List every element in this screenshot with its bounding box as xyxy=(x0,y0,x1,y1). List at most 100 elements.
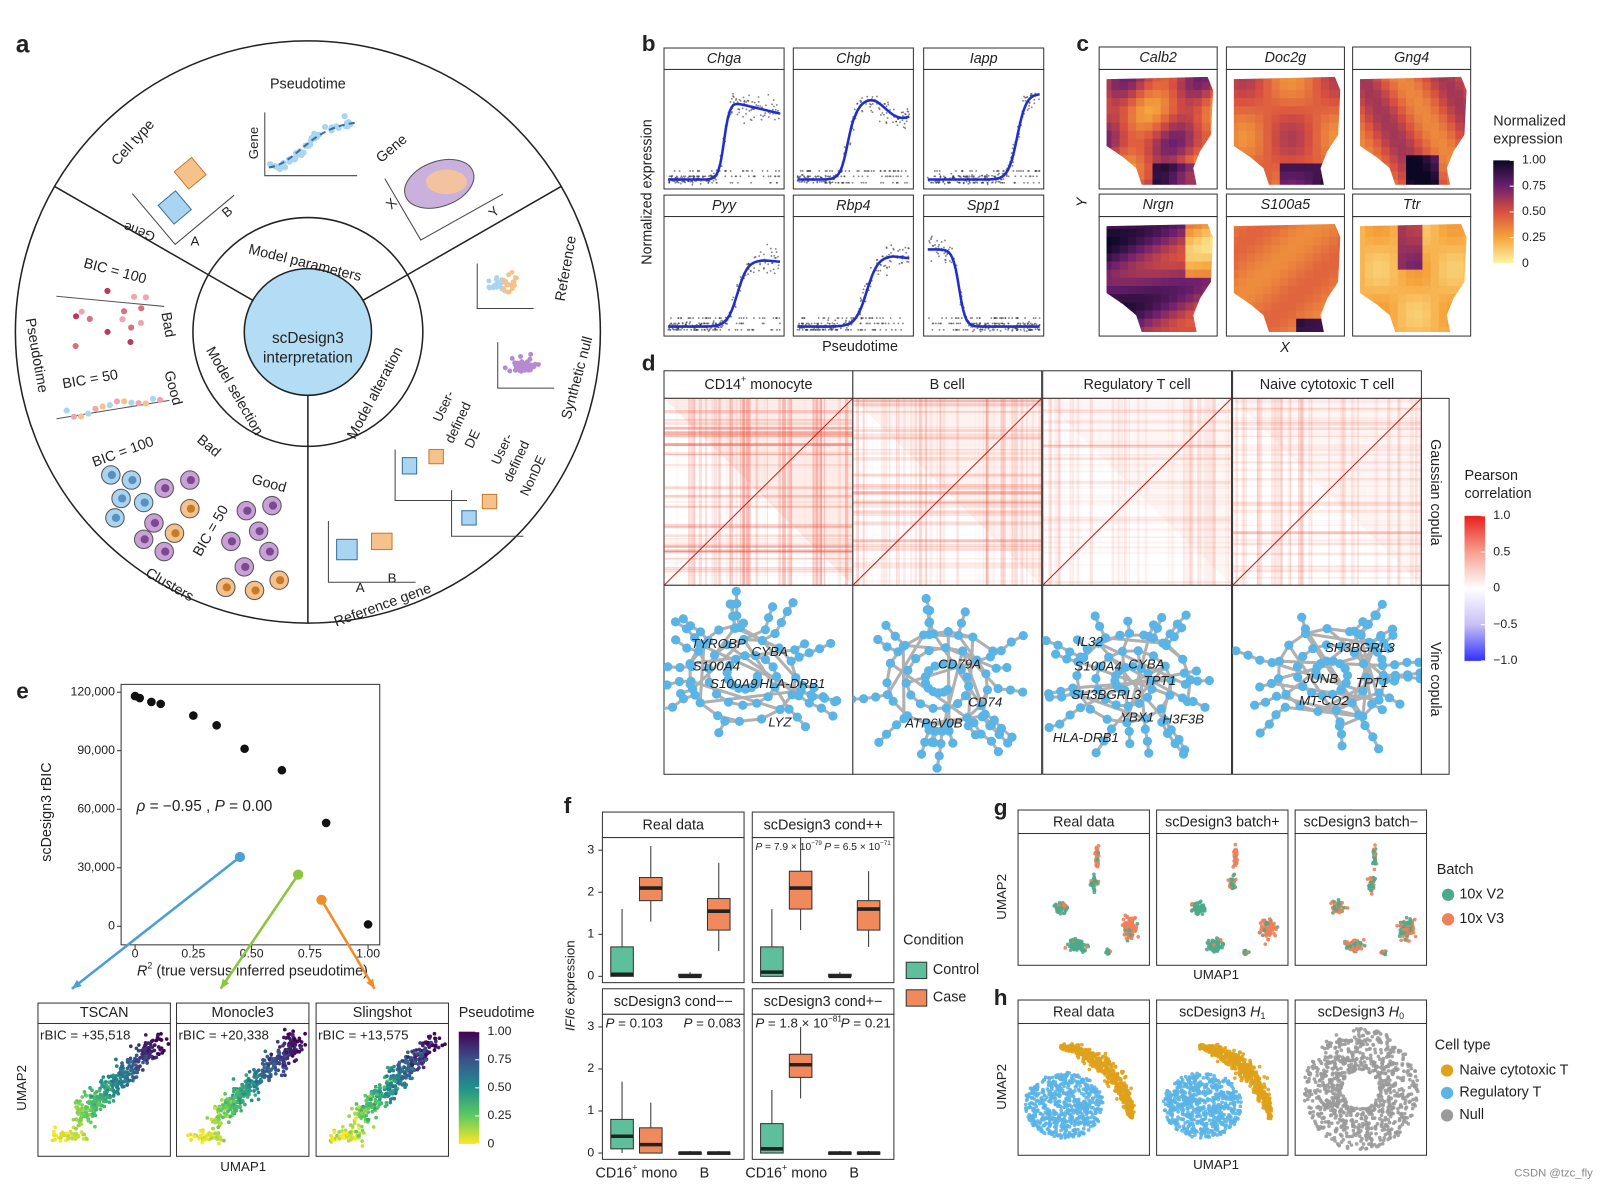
node xyxy=(1298,651,1308,661)
heat-stripe xyxy=(1211,398,1216,586)
heat-cell xyxy=(1201,130,1211,140)
network xyxy=(1232,599,1422,754)
heat-cell xyxy=(1238,269,1248,279)
heat-cell xyxy=(1255,106,1264,115)
heat-cell xyxy=(1360,163,1366,173)
heat-cell xyxy=(1271,106,1281,115)
node xyxy=(953,630,964,641)
cell-dot xyxy=(806,170,809,172)
node xyxy=(1123,616,1133,626)
umap-dot xyxy=(143,1033,148,1037)
cell-dot xyxy=(979,322,982,324)
node xyxy=(891,720,902,730)
icon-dot xyxy=(515,362,521,368)
heat-cell xyxy=(1430,294,1440,303)
heat-cell xyxy=(1373,147,1382,156)
cell-dot xyxy=(899,121,901,124)
heat-cell xyxy=(1364,286,1374,295)
cell-dot xyxy=(675,328,678,331)
cell-dot xyxy=(671,323,674,326)
cell-dot xyxy=(869,317,872,319)
column-title: Regulatory T cell xyxy=(1083,377,1190,393)
heat-cell xyxy=(1119,76,1129,83)
heat-cell xyxy=(1233,302,1240,312)
panel-label: b xyxy=(642,31,656,56)
node xyxy=(882,678,892,688)
cell-dot xyxy=(1000,317,1003,319)
heat-stripe xyxy=(985,398,988,586)
heat-cell xyxy=(1177,114,1186,124)
heat-cell xyxy=(1144,261,1154,271)
heat-cell xyxy=(1430,98,1440,107)
umap-dot xyxy=(71,1117,76,1122)
cell-dot xyxy=(801,328,804,331)
cell-dot xyxy=(951,247,954,250)
heat-cell xyxy=(1406,261,1415,271)
cell-dot xyxy=(678,322,680,325)
cell-dot xyxy=(689,170,691,172)
heat-stripe xyxy=(688,398,690,586)
cell-dot xyxy=(888,253,890,256)
heat-cell xyxy=(1263,122,1273,132)
heat-cell xyxy=(1177,76,1186,83)
heat-cell xyxy=(1455,294,1464,303)
icon-dot xyxy=(63,407,70,414)
heat-stripe xyxy=(1167,398,1170,586)
node xyxy=(1141,714,1151,724)
heat-cell xyxy=(1279,76,1289,83)
legend-tick-label: −0.5 xyxy=(1493,617,1517,631)
heat-cell xyxy=(1106,147,1112,156)
heat-cell xyxy=(1127,277,1137,287)
cell-dot xyxy=(1001,322,1004,325)
umap-dot xyxy=(60,1131,65,1135)
heat-cell xyxy=(1296,138,1305,148)
heat-cell xyxy=(1168,155,1178,164)
node xyxy=(1349,648,1359,658)
heat-cell xyxy=(1246,114,1256,124)
node xyxy=(1091,673,1101,684)
node xyxy=(885,658,896,668)
heat-cell xyxy=(1373,318,1382,328)
icon-dot xyxy=(528,351,534,357)
cell-dot xyxy=(733,101,735,104)
heat-cell xyxy=(1136,261,1145,271)
cell-dot xyxy=(1029,175,1032,178)
heat-stripe xyxy=(1170,398,1175,586)
cell-dot xyxy=(673,180,676,183)
cell-dot xyxy=(905,251,908,254)
heat-cell xyxy=(1455,155,1464,164)
heat-cell xyxy=(1422,163,1432,173)
cell-dot xyxy=(906,110,909,113)
node xyxy=(1295,701,1305,711)
heat-cell xyxy=(1304,253,1314,263)
cell-dot xyxy=(677,317,680,319)
heat-cell xyxy=(1111,245,1121,254)
cell-dot xyxy=(833,322,836,325)
node xyxy=(881,729,892,739)
heat-cell xyxy=(1119,106,1129,115)
heat-cell xyxy=(1296,286,1305,295)
node xyxy=(1042,636,1051,646)
heat-stripe xyxy=(1246,398,1248,585)
cell-dot xyxy=(1024,175,1027,178)
cell-dot xyxy=(973,181,976,184)
cell-dot xyxy=(1034,170,1037,172)
heat-stripe xyxy=(1232,503,1422,507)
cell-dot xyxy=(866,322,869,325)
cell-dot xyxy=(766,271,769,274)
heat-cell xyxy=(1168,81,1178,91)
cell-dot xyxy=(1028,320,1031,323)
heat-cell xyxy=(1337,253,1341,263)
icon-dot xyxy=(341,113,348,120)
heat-cell xyxy=(1329,236,1338,246)
node xyxy=(725,660,735,670)
cell-dot xyxy=(1016,317,1019,319)
heat-cell xyxy=(1201,147,1211,156)
heat-cell xyxy=(1238,253,1248,263)
node xyxy=(1374,688,1384,698)
node xyxy=(1100,633,1110,643)
heat-cell xyxy=(1296,236,1305,246)
heat-cell xyxy=(1373,89,1382,99)
cell-dot xyxy=(942,180,945,183)
node xyxy=(1143,668,1153,679)
